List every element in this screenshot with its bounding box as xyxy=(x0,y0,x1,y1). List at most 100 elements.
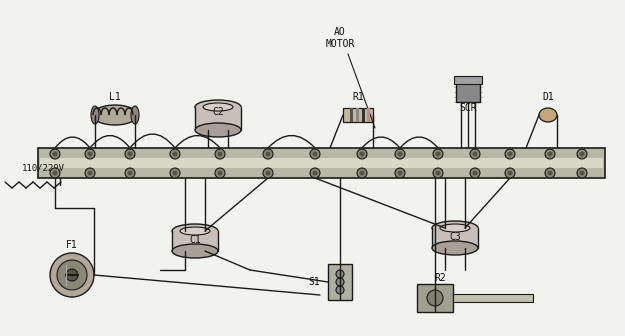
Circle shape xyxy=(336,286,344,294)
Circle shape xyxy=(427,290,443,306)
Circle shape xyxy=(217,152,222,157)
Circle shape xyxy=(127,152,132,157)
Text: SCR: SCR xyxy=(459,103,477,113)
Circle shape xyxy=(336,278,344,286)
Ellipse shape xyxy=(92,105,138,125)
Circle shape xyxy=(357,149,367,159)
Circle shape xyxy=(545,149,555,159)
Text: C2: C2 xyxy=(212,107,224,117)
Circle shape xyxy=(508,152,512,157)
Text: R1: R1 xyxy=(352,92,364,102)
Bar xyxy=(362,108,365,122)
Ellipse shape xyxy=(131,106,139,124)
Text: AO: AO xyxy=(334,27,346,37)
Circle shape xyxy=(52,152,57,157)
Ellipse shape xyxy=(539,108,557,122)
Circle shape xyxy=(173,170,178,175)
Circle shape xyxy=(88,170,92,175)
Bar xyxy=(356,108,359,122)
Circle shape xyxy=(217,170,222,175)
Circle shape xyxy=(125,149,135,159)
Circle shape xyxy=(85,149,95,159)
Ellipse shape xyxy=(440,224,470,232)
Circle shape xyxy=(310,149,320,159)
Circle shape xyxy=(508,170,512,175)
Bar xyxy=(417,284,453,312)
Circle shape xyxy=(125,168,135,178)
Circle shape xyxy=(398,152,402,157)
Circle shape xyxy=(359,170,364,175)
Circle shape xyxy=(263,149,273,159)
Circle shape xyxy=(312,170,318,175)
Bar xyxy=(195,107,241,130)
Circle shape xyxy=(359,152,364,157)
Circle shape xyxy=(395,168,405,178)
Circle shape xyxy=(398,170,402,175)
Ellipse shape xyxy=(172,224,218,238)
Circle shape xyxy=(127,170,132,175)
Circle shape xyxy=(505,168,515,178)
Circle shape xyxy=(263,168,273,178)
Circle shape xyxy=(395,149,405,159)
Text: R2: R2 xyxy=(434,273,446,283)
Text: D1: D1 xyxy=(542,92,554,102)
Circle shape xyxy=(266,152,271,157)
Bar xyxy=(453,294,533,302)
Circle shape xyxy=(548,152,552,157)
Circle shape xyxy=(472,152,478,157)
Text: 110/220V: 110/220V xyxy=(22,164,65,172)
Circle shape xyxy=(470,149,480,159)
Text: L1: L1 xyxy=(109,92,121,102)
Circle shape xyxy=(548,170,552,175)
Ellipse shape xyxy=(203,103,233,111)
Circle shape xyxy=(357,168,367,178)
Circle shape xyxy=(505,149,515,159)
Circle shape xyxy=(312,152,318,157)
Circle shape xyxy=(173,152,178,157)
Text: S1: S1 xyxy=(308,277,320,287)
Ellipse shape xyxy=(172,244,218,258)
Circle shape xyxy=(579,152,584,157)
Circle shape xyxy=(470,168,480,178)
Ellipse shape xyxy=(195,123,241,137)
Bar xyxy=(343,108,373,122)
Circle shape xyxy=(85,168,95,178)
Circle shape xyxy=(545,168,555,178)
Circle shape xyxy=(52,170,57,175)
Circle shape xyxy=(66,269,78,281)
Circle shape xyxy=(215,149,225,159)
Bar xyxy=(454,76,482,84)
Bar xyxy=(367,108,370,122)
Circle shape xyxy=(50,253,94,297)
Circle shape xyxy=(50,149,60,159)
Bar xyxy=(40,158,603,168)
Circle shape xyxy=(433,149,443,159)
Circle shape xyxy=(336,270,344,278)
Circle shape xyxy=(577,168,587,178)
Bar xyxy=(456,82,480,102)
Circle shape xyxy=(577,149,587,159)
Bar xyxy=(172,231,218,251)
Circle shape xyxy=(436,170,441,175)
Ellipse shape xyxy=(432,221,478,235)
Circle shape xyxy=(310,168,320,178)
Ellipse shape xyxy=(432,241,478,255)
Ellipse shape xyxy=(91,106,99,124)
Bar xyxy=(350,108,353,122)
Bar xyxy=(38,148,605,178)
Ellipse shape xyxy=(180,227,210,235)
Circle shape xyxy=(88,152,92,157)
Text: C1: C1 xyxy=(189,235,201,245)
Circle shape xyxy=(433,168,443,178)
Text: F1: F1 xyxy=(66,240,78,250)
Circle shape xyxy=(50,168,60,178)
Circle shape xyxy=(57,260,87,290)
Circle shape xyxy=(579,170,584,175)
Bar xyxy=(432,228,478,248)
Circle shape xyxy=(266,170,271,175)
Circle shape xyxy=(215,168,225,178)
Circle shape xyxy=(436,152,441,157)
Circle shape xyxy=(472,170,478,175)
Text: MOTOR: MOTOR xyxy=(326,39,355,49)
Bar xyxy=(328,264,352,300)
